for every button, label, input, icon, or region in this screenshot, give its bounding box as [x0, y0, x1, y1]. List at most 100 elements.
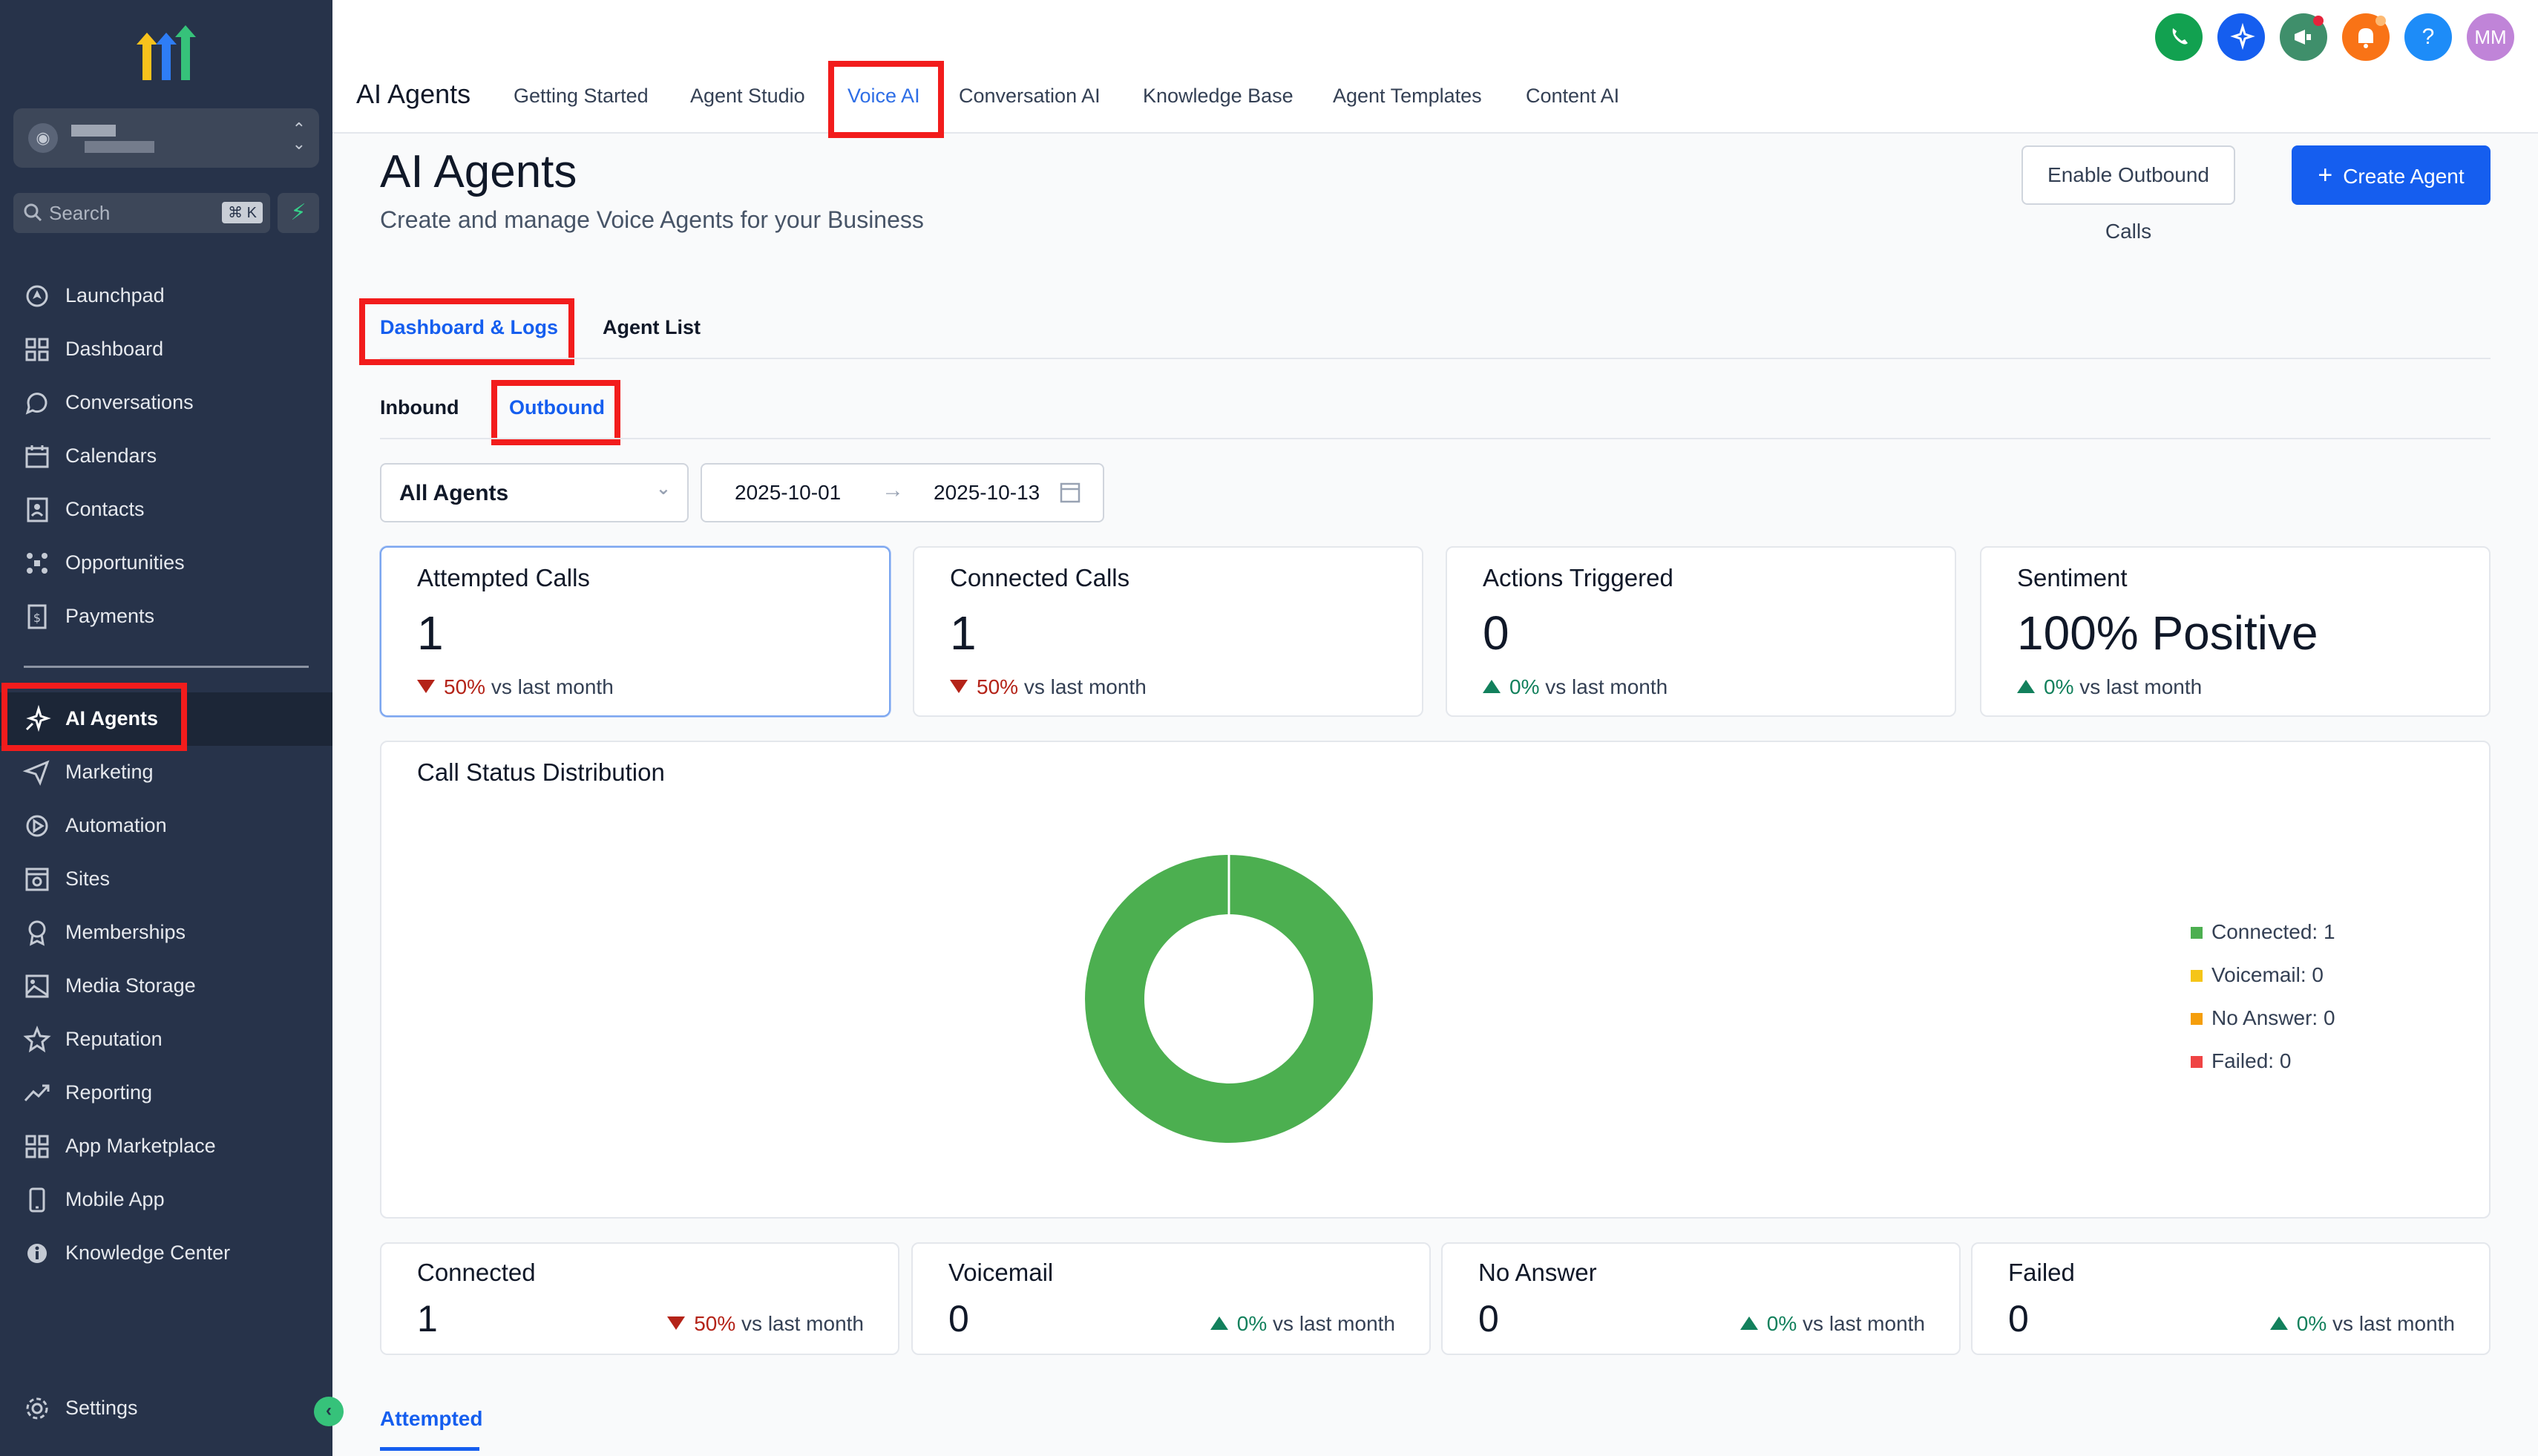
search-placeholder: Search: [49, 202, 111, 224]
trend-up-icon: [2017, 680, 2035, 693]
app-logo[interactable]: [134, 22, 199, 82]
tab-agent-list[interactable]: Agent List: [603, 316, 701, 338]
status-value: 0: [948, 1298, 969, 1339]
account-switcher[interactable]: ◉ ⌃ ⌄: [13, 108, 319, 168]
sidebar-item-memberships[interactable]: Memberships: [0, 906, 332, 960]
sidebar-item-opportunities[interactable]: Opportunities: [0, 537, 332, 590]
agent-select[interactable]: All Agents ⌄: [380, 463, 689, 522]
sidebar-item-launchpad[interactable]: Launchpad: [0, 269, 332, 323]
tab-outbound[interactable]: Outbound: [509, 396, 605, 419]
sidebar-item-contacts[interactable]: Contacts: [0, 483, 332, 537]
sidebar-item-dashboard[interactable]: Dashboard: [0, 323, 332, 376]
highlight-ai-agents: [1, 683, 187, 751]
legend-swatch: [2191, 970, 2203, 982]
trend-up-icon: [1483, 680, 1501, 693]
search-icon: [24, 203, 42, 222]
sites-icon: [25, 868, 49, 891]
sidebar-item-media-storage[interactable]: Media Storage: [0, 960, 332, 1013]
tab-knowledge-base[interactable]: Knowledge Base: [1143, 85, 1293, 107]
sidebar-item-conversations[interactable]: Conversations: [0, 376, 332, 430]
megaphone-icon[interactable]: [2280, 13, 2327, 61]
phone-icon[interactable]: [2155, 13, 2203, 61]
call-status-distribution-card: Call Status Distribution: [380, 741, 2491, 1219]
tab-agent-templates[interactable]: Agent Templates: [1333, 85, 1482, 107]
legend-label: Failed: 0: [2211, 1049, 2292, 1072]
stat-card-connected-calls[interactable]: Connected Calls 1 50% vs last month: [913, 546, 1423, 717]
chart-title: Call Status Distribution: [417, 758, 665, 786]
trend-icon: [24, 1084, 50, 1102]
tab-dashboard-logs[interactable]: Dashboard & Logs: [380, 316, 559, 338]
stat-card-actions-triggered[interactable]: Actions Triggered 0 0% vs last month: [1446, 546, 1956, 717]
stat-title: Attempted Calls: [417, 564, 590, 591]
donut-chart: [1085, 855, 1373, 1143]
sidebar-item-calendars[interactable]: Calendars: [0, 430, 332, 483]
sidebar-item-automation[interactable]: Automation: [0, 799, 332, 853]
bell-icon[interactable]: [2342, 13, 2390, 61]
enable-outbound-calls-button[interactable]: Enable Outbound Calls: [2021, 145, 2235, 243]
dashboard-icon: [25, 338, 49, 361]
tab-voice-ai[interactable]: Voice AI: [847, 85, 920, 107]
status-value: 1: [417, 1298, 438, 1339]
status-delta: 0% vs last month: [2269, 1312, 2455, 1336]
ai-sparkle-icon[interactable]: [2217, 13, 2265, 61]
tab-inbound[interactable]: Inbound: [380, 396, 459, 419]
tab-content-ai[interactable]: Content AI: [1526, 85, 1620, 107]
status-card-failed[interactable]: Failed 0 0% vs last month: [1971, 1242, 2491, 1355]
sidebar-item-reputation[interactable]: Reputation: [0, 1013, 332, 1066]
sidebar-item-app-marketplace[interactable]: App Marketplace: [0, 1120, 332, 1173]
legend-label: No Answer: 0: [2211, 1006, 2335, 1029]
tab-attempted[interactable]: Attempted: [380, 1407, 483, 1430]
legend-swatch: [2191, 1056, 2203, 1068]
date-range-picker[interactable]: 2025-10-01 → 2025-10-13: [701, 463, 1104, 522]
star-icon: [23, 1025, 51, 1053]
tab-attempted-underline: [380, 1447, 479, 1451]
automation-icon: [26, 815, 48, 837]
sidebar-item-settings[interactable]: Settings: [0, 1382, 332, 1435]
sidebar-item-payments[interactable]: $ Payments: [0, 590, 332, 643]
status-delta: 0% vs last month: [1739, 1312, 1925, 1336]
date-to: 2025-10-13: [934, 481, 1040, 504]
help-icon[interactable]: ?: [2404, 13, 2452, 61]
tab-getting-started[interactable]: Getting Started: [514, 85, 649, 107]
legend-swatch: [2191, 1013, 2203, 1025]
sparkle-icon: [25, 704, 51, 732]
sidebar-item-sites[interactable]: Sites: [0, 853, 332, 906]
sidebar-item-marketing[interactable]: Marketing: [0, 746, 332, 799]
arrow-right-icon: →: [882, 478, 904, 502]
status-title: Failed: [2008, 1259, 2075, 1286]
sidebar-item-knowledge-center[interactable]: Knowledge Center: [0, 1227, 332, 1280]
chat-bubble-icon: [25, 393, 47, 415]
sidebar-search[interactable]: Search ⌘ K: [13, 193, 270, 233]
trend-down-icon: [667, 1316, 686, 1330]
stat-card-sentiment[interactable]: Sentiment 100% Positive 0% vs last month: [1980, 546, 2491, 717]
date-from: 2025-10-01: [735, 481, 842, 504]
gear-icon: [26, 1397, 48, 1420]
info-icon: [27, 1244, 47, 1263]
create-agent-button[interactable]: + Create Agent: [2292, 145, 2491, 205]
chevron-down-icon: ⌄: [655, 479, 671, 499]
avatar[interactable]: MM: [2467, 13, 2514, 61]
status-card-no-answer[interactable]: No Answer 0 0% vs last month: [1441, 1242, 1961, 1355]
status-card-connected[interactable]: Connected 1 50% vs last month: [380, 1242, 899, 1355]
trend-up-icon: [1739, 1316, 1758, 1330]
chevron-updown-icon: ⌃ ⌄: [292, 119, 306, 153]
sidebar-item-mobile-app[interactable]: Mobile App: [0, 1173, 332, 1227]
stat-delta: 0% vs last month: [1483, 675, 1668, 699]
legend-swatch: [2191, 927, 2203, 939]
quick-actions-bolt-icon[interactable]: ⚡: [278, 193, 319, 233]
sidebar-item-reporting[interactable]: Reporting: [0, 1066, 332, 1120]
mobile-icon: [29, 1187, 45, 1213]
donut-slice-connected[interactable]: [1085, 855, 1373, 1143]
sidebar-item-ai-agents[interactable]: AI Agents: [0, 692, 332, 746]
grid-icon: [25, 1135, 49, 1158]
status-title: No Answer: [1478, 1259, 1597, 1286]
legend-label: Voicemail: 0: [2211, 963, 2324, 986]
stat-card-attempted-calls[interactable]: Attempted Calls 1 50% vs last month: [380, 546, 891, 717]
sidebar-collapse-chevron-icon[interactable]: ‹: [314, 1397, 344, 1426]
highlight-voice-ai: [828, 61, 944, 138]
tab-conversation-ai[interactable]: Conversation AI: [959, 85, 1101, 107]
tab-agent-studio[interactable]: Agent Studio: [690, 85, 805, 107]
stat-value: 0: [1483, 606, 1509, 660]
status-card-voicemail[interactable]: Voicemail 0 0% vs last month: [911, 1242, 1431, 1355]
highlight-outbound: [491, 380, 620, 445]
